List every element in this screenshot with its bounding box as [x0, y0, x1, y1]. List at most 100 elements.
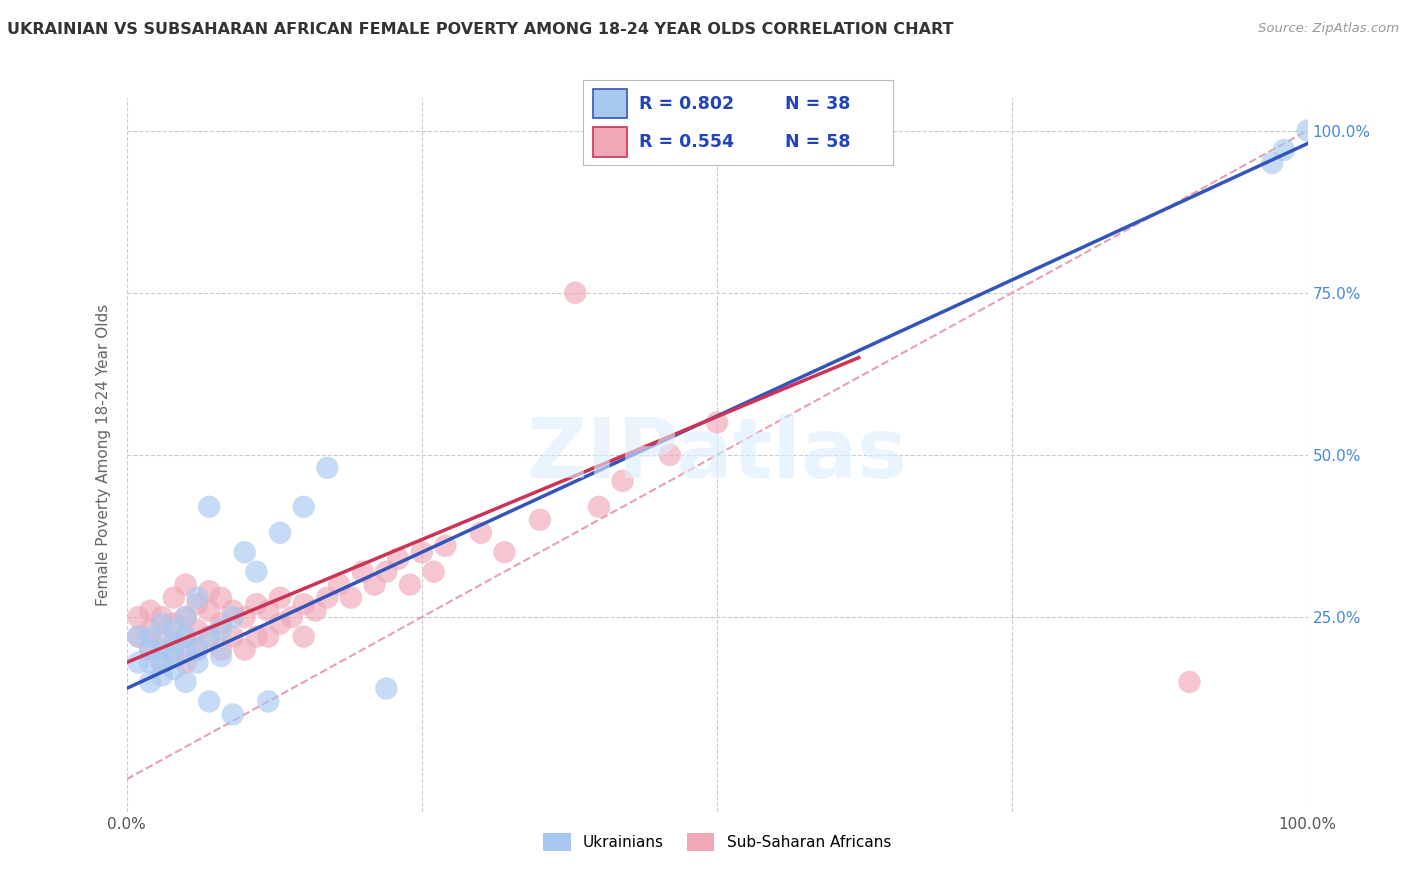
Point [198, 630, 221, 644]
Point [174, 630, 197, 644]
Point [198, 630, 221, 644]
Text: Source: ZipAtlas.com: Source: ZipAtlas.com [1258, 22, 1399, 36]
Point [139, 642, 162, 657]
Point [316, 461, 339, 475]
Point [245, 565, 267, 579]
Point [399, 577, 422, 591]
Point [222, 707, 245, 722]
Point [340, 591, 363, 605]
Point [222, 604, 245, 618]
Point [198, 694, 221, 708]
Point [163, 662, 186, 676]
Text: UKRAINIAN VS SUBSAHARAN AFRICAN FEMALE POVERTY AMONG 18-24 YEAR OLDS CORRELATION: UKRAINIAN VS SUBSAHARAN AFRICAN FEMALE P… [7, 22, 953, 37]
Point [269, 616, 291, 631]
Point [292, 597, 315, 611]
Point [257, 604, 280, 618]
Point [245, 597, 267, 611]
Point [494, 545, 516, 559]
Point [186, 642, 208, 657]
Point [150, 630, 173, 644]
Point [1272, 143, 1295, 157]
Legend: Ukrainians, Sub-Saharan Africans: Ukrainians, Sub-Saharan Africans [537, 827, 897, 857]
Point [174, 675, 197, 690]
Point [150, 656, 173, 670]
Point [186, 642, 208, 657]
Point [352, 565, 374, 579]
Text: R = 0.802: R = 0.802 [640, 95, 734, 112]
Point [163, 623, 186, 637]
Point [209, 623, 232, 637]
Point [139, 623, 162, 637]
Point [304, 604, 326, 618]
Point [363, 577, 385, 591]
Point [174, 610, 197, 624]
Point [198, 584, 221, 599]
Point [222, 630, 245, 644]
Y-axis label: Female Poverty Among 18-24 Year Olds: Female Poverty Among 18-24 Year Olds [96, 304, 111, 606]
Point [139, 656, 162, 670]
Point [658, 448, 681, 462]
Point [422, 565, 444, 579]
Point [163, 616, 186, 631]
Point [245, 630, 267, 644]
Point [139, 675, 162, 690]
Point [1178, 675, 1201, 690]
Point [269, 525, 291, 540]
Point [139, 604, 162, 618]
Point [222, 610, 245, 624]
Point [198, 500, 221, 514]
Point [174, 577, 197, 591]
Point [127, 630, 149, 644]
Point [292, 500, 315, 514]
Point [281, 610, 304, 624]
Point [1296, 123, 1319, 137]
Point [127, 610, 149, 624]
Point [127, 630, 149, 644]
Point [233, 545, 256, 559]
Point [150, 656, 173, 670]
Point [150, 610, 173, 624]
Point [328, 577, 350, 591]
Point [186, 597, 208, 611]
Point [257, 694, 280, 708]
Point [529, 513, 551, 527]
Point [612, 474, 634, 488]
Point [588, 500, 610, 514]
Point [209, 591, 232, 605]
Text: N = 58: N = 58 [785, 133, 851, 151]
Point [150, 668, 173, 682]
Point [233, 610, 256, 624]
Text: ZIPatlas: ZIPatlas [527, 415, 907, 495]
Point [411, 545, 433, 559]
Text: N = 38: N = 38 [785, 95, 849, 112]
Text: R = 0.554: R = 0.554 [640, 133, 734, 151]
Point [375, 565, 398, 579]
Point [209, 642, 232, 657]
Point [292, 630, 315, 644]
Point [706, 416, 728, 430]
Point [163, 642, 186, 657]
Point [163, 591, 186, 605]
Point [316, 591, 339, 605]
Point [233, 642, 256, 657]
Point [209, 648, 232, 663]
Point [186, 623, 208, 637]
Point [150, 642, 173, 657]
Point [174, 610, 197, 624]
Point [139, 630, 162, 644]
Point [174, 642, 197, 657]
Point [209, 616, 232, 631]
Point [163, 636, 186, 650]
Point [564, 285, 586, 300]
Point [1261, 156, 1284, 170]
Point [163, 648, 186, 663]
Point [186, 656, 208, 670]
Point [186, 591, 208, 605]
Bar [593, 127, 627, 157]
Point [470, 525, 492, 540]
Point [127, 656, 149, 670]
Point [174, 630, 197, 644]
Point [269, 591, 291, 605]
Point [139, 642, 162, 657]
Point [434, 539, 457, 553]
